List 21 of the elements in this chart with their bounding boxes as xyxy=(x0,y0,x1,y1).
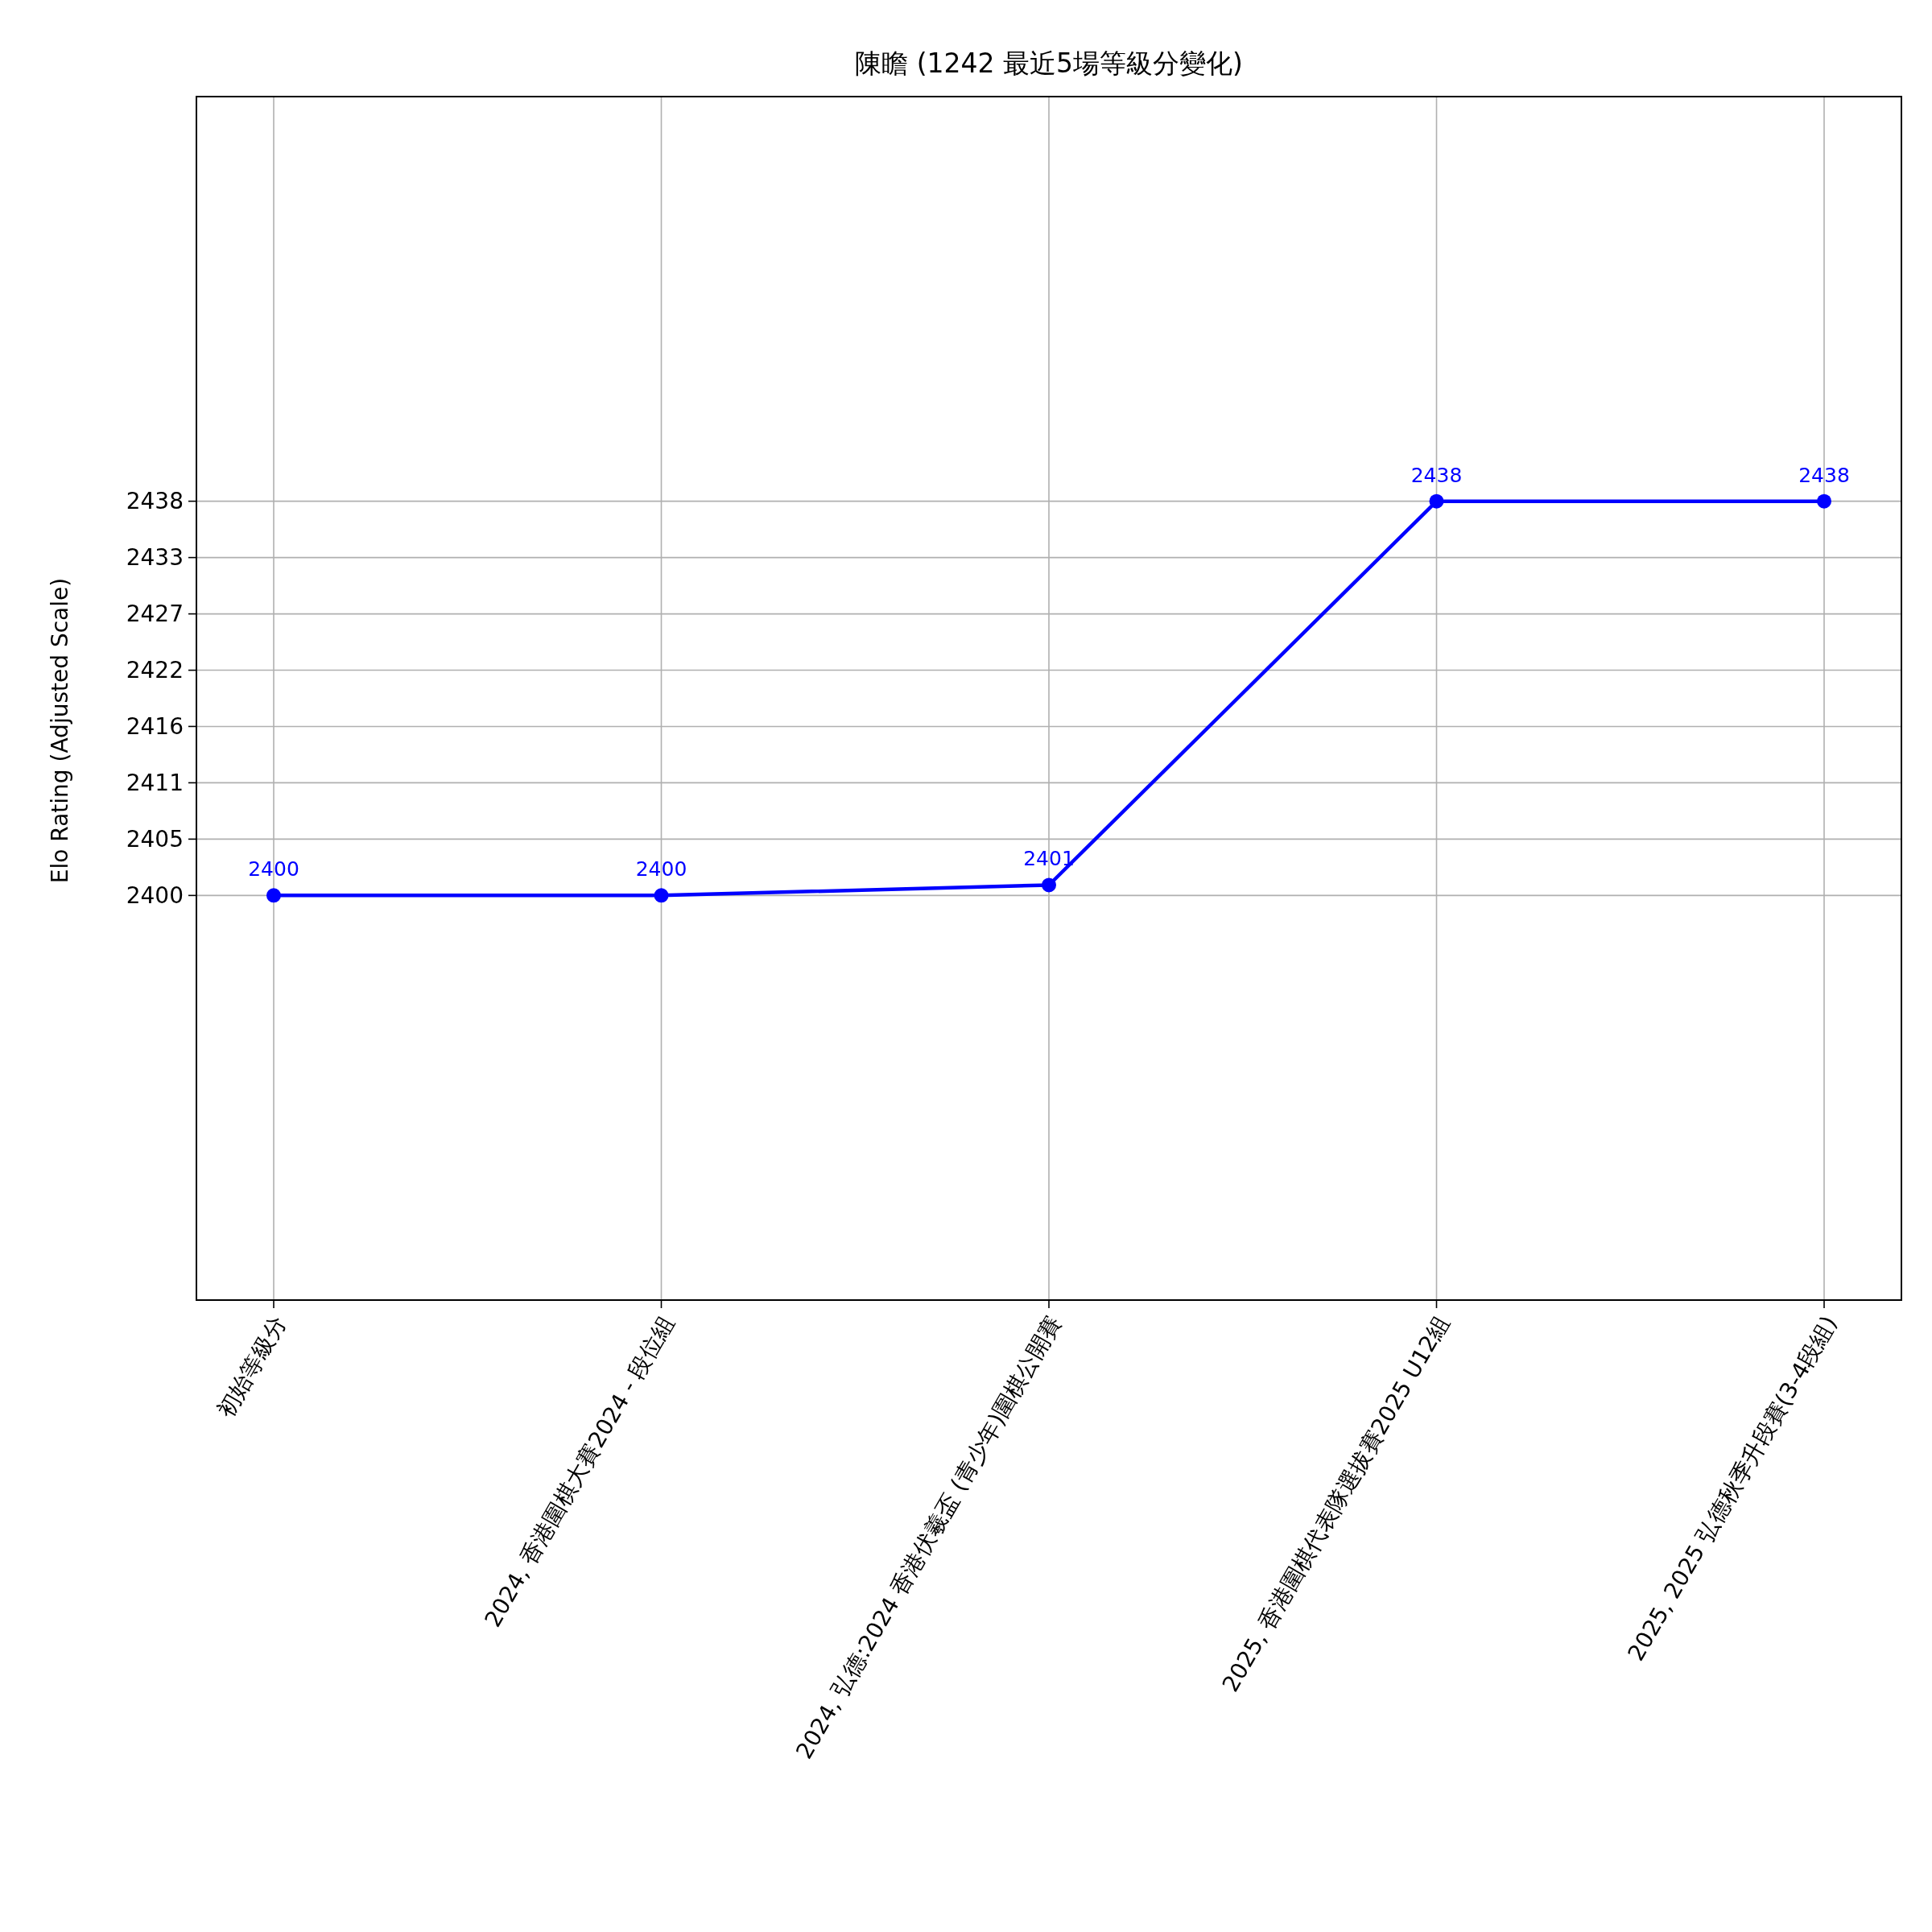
y-tick-label: 2416 xyxy=(126,713,184,741)
chart-title: 陳瞻 (1242 最近5場等級分變化) xyxy=(855,47,1243,79)
y-tick-label: 2427 xyxy=(126,601,184,628)
data-label: 2400 xyxy=(635,857,687,881)
y-tick-label: 2433 xyxy=(126,544,184,572)
point xyxy=(1042,877,1056,893)
point xyxy=(266,888,281,903)
point xyxy=(1817,493,1831,509)
y-tick-label: 2400 xyxy=(126,882,184,910)
data-label: 2401 xyxy=(1023,847,1075,871)
data-label: 2400 xyxy=(248,857,299,881)
data-label: 2438 xyxy=(1410,463,1463,487)
y-tick-label: 2438 xyxy=(126,488,184,515)
point xyxy=(1429,493,1444,509)
y-axis-title: Elo Rating (Adjusted Scale) xyxy=(47,577,73,884)
y-tick-label: 2411 xyxy=(126,770,184,797)
y-tick-label: 2405 xyxy=(126,826,184,853)
x-tick-label: 初始等級分 xyxy=(212,1311,292,1422)
y-tick-label: 2422 xyxy=(126,657,184,684)
data-label: 2438 xyxy=(1798,463,1850,487)
point xyxy=(654,888,669,903)
